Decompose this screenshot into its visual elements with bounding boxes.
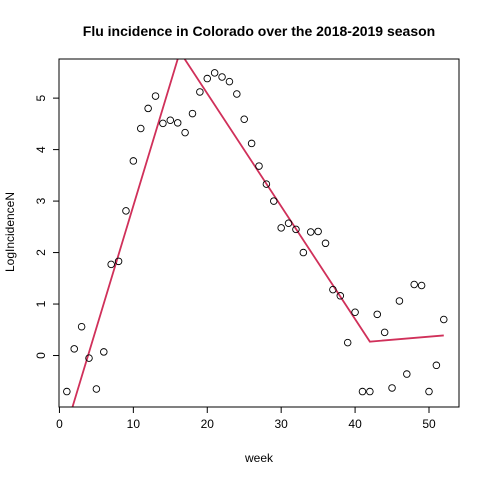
x-axis-label: week (244, 451, 274, 465)
data-point-week-40 (351, 308, 359, 317)
x-tick-label-40: 40 (348, 417, 362, 431)
plot-frame (58, 58, 460, 408)
data-point-week-11 (136, 124, 145, 133)
data-point-week-46 (395, 297, 404, 305)
data-point-week-33 (299, 248, 308, 257)
data-point-week-30 (277, 224, 285, 232)
x-tick-label-10: 10 (127, 417, 141, 431)
data-point-week-22 (218, 73, 226, 81)
data-point-week-28 (262, 180, 271, 188)
data-point-week-12 (144, 104, 152, 113)
data-point-week-41 (358, 387, 367, 396)
data-point-week-7 (107, 260, 115, 269)
y-axis-label: LogIncidenceN (3, 192, 17, 272)
x-tick-label-30: 30 (274, 417, 288, 431)
data-point-week-8 (114, 257, 123, 266)
y-tick-label-0: 0 (34, 352, 48, 359)
scatter-points-layer (63, 69, 448, 396)
data-point-week-49 (417, 281, 426, 290)
data-point-week-35 (314, 227, 322, 236)
data-point-week-48 (410, 280, 418, 289)
data-point-week-52 (440, 315, 448, 324)
y-tick-label-3: 3 (34, 197, 48, 204)
data-point-week-4 (85, 354, 93, 362)
data-point-week-32 (292, 225, 300, 234)
data-point-week-36 (321, 239, 330, 248)
data-point-week-15 (166, 116, 175, 125)
y-tick-label-5: 5 (34, 94, 48, 101)
data-point-week-38 (336, 292, 345, 300)
data-point-week-34 (306, 228, 315, 236)
data-point-week-37 (329, 285, 337, 294)
data-point-week-3 (77, 322, 86, 331)
data-point-week-9 (122, 207, 130, 215)
data-point-week-24 (233, 90, 241, 98)
x-tick-label-50: 50 (422, 417, 436, 431)
data-point-week-2 (70, 345, 78, 353)
data-point-week-31 (284, 219, 293, 227)
data-point-week-14 (159, 119, 167, 128)
data-point-week-39 (343, 338, 352, 347)
data-point-week-16 (173, 119, 182, 127)
axes-group: 0 10 20 30 40 50 0 1 2 3 4 5 (34, 94, 436, 431)
x-tick-label-20: 20 (201, 417, 215, 431)
chart-title: Flu incidence in Colorado over the 2018-… (83, 23, 435, 39)
data-point-week-18 (188, 109, 197, 118)
data-point-week-45 (388, 384, 396, 392)
data-point-week-6 (100, 348, 108, 356)
x-tick-label-0: 0 (56, 417, 63, 431)
data-point-week-20 (203, 74, 212, 83)
data-point-week-13 (151, 92, 160, 100)
data-point-week-23 (225, 77, 234, 86)
data-point-week-5 (92, 385, 101, 393)
data-point-week-21 (210, 69, 219, 77)
y-tick-label-2: 2 (34, 249, 48, 256)
data-point-week-51 (432, 361, 441, 370)
fit-line (71, 59, 444, 407)
y-tick-label-4: 4 (34, 146, 48, 153)
data-point-week-25 (240, 115, 248, 123)
data-point-week-17 (181, 128, 189, 137)
data-point-week-1 (63, 387, 71, 396)
data-point-week-19 (196, 88, 204, 96)
fit-line-layer (71, 59, 444, 407)
data-point-week-47 (403, 370, 411, 378)
data-point-week-10 (129, 157, 138, 165)
data-point-week-50 (425, 387, 433, 396)
data-point-week-43 (373, 310, 382, 319)
data-point-week-27 (255, 162, 263, 170)
data-point-week-29 (270, 197, 278, 205)
data-point-week-26 (247, 139, 256, 148)
data-point-week-42 (366, 387, 374, 396)
y-tick-label-1: 1 (34, 300, 48, 307)
data-point-week-44 (380, 328, 389, 337)
